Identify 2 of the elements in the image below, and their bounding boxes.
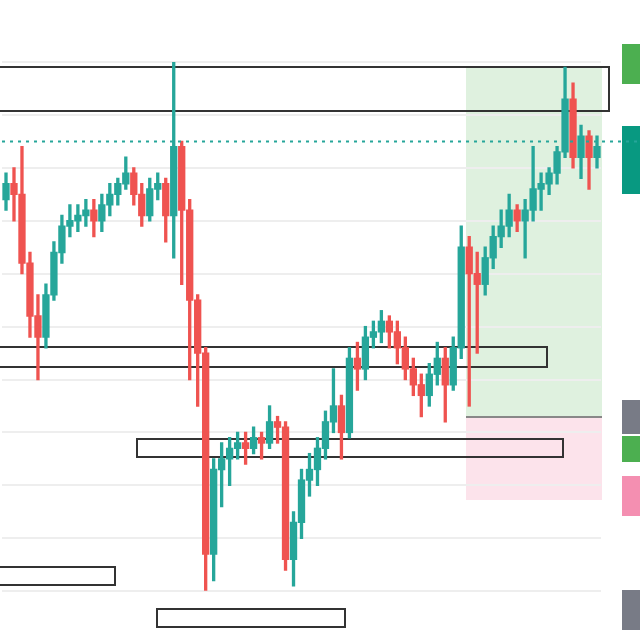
candlestick: [74, 204, 82, 232]
candlestick: [82, 198, 90, 227]
